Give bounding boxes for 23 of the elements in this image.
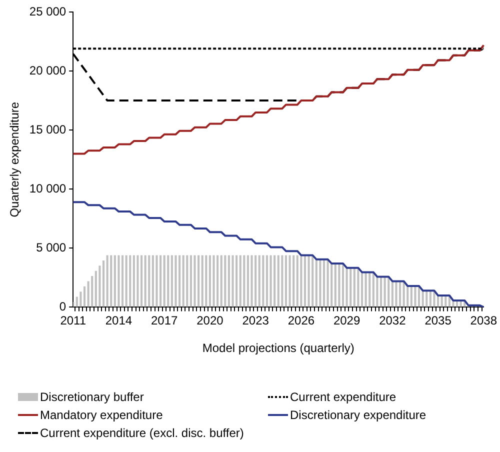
y-tick-label: 15 000 [29, 122, 66, 136]
x-tick-label: 2020 [196, 314, 224, 328]
y-axis-title: Quarterly expenditure [8, 102, 22, 218]
legend-label: Mandatory expenditure [40, 408, 163, 422]
y-tick-label: 20 000 [29, 63, 66, 78]
legend-label: Current expenditure (excl. disc. buffer) [40, 426, 244, 440]
x-tick-label: 2026 [288, 314, 315, 328]
x-tick-label: 2029 [333, 314, 360, 328]
y-tick-label: 0 [59, 300, 66, 314]
y-tick-label: 5 000 [36, 240, 66, 254]
x-tick-label: 2011 [60, 314, 86, 328]
x-tick-label: 2038 [470, 314, 498, 328]
y-tick-label: 25 000 [29, 4, 66, 18]
legend-label: Current expenditure [290, 390, 396, 404]
x-tick-label: 2035 [424, 314, 452, 328]
y-tick-label: 10 000 [29, 181, 66, 196]
x-tick-label: 2014 [105, 314, 132, 328]
x-axis-title: Model projections (quarterly) [202, 341, 354, 356]
legend-label: Discretionary expenditure [290, 408, 426, 422]
legend-label: Discretionary buffer [40, 390, 144, 404]
x-tick-label: 2017 [150, 314, 178, 328]
x-tick-label: 2032 [379, 314, 406, 328]
x-tick-label: 2023 [242, 314, 270, 328]
